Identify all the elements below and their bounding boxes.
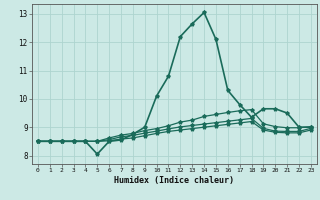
X-axis label: Humidex (Indice chaleur): Humidex (Indice chaleur) [115,176,234,185]
